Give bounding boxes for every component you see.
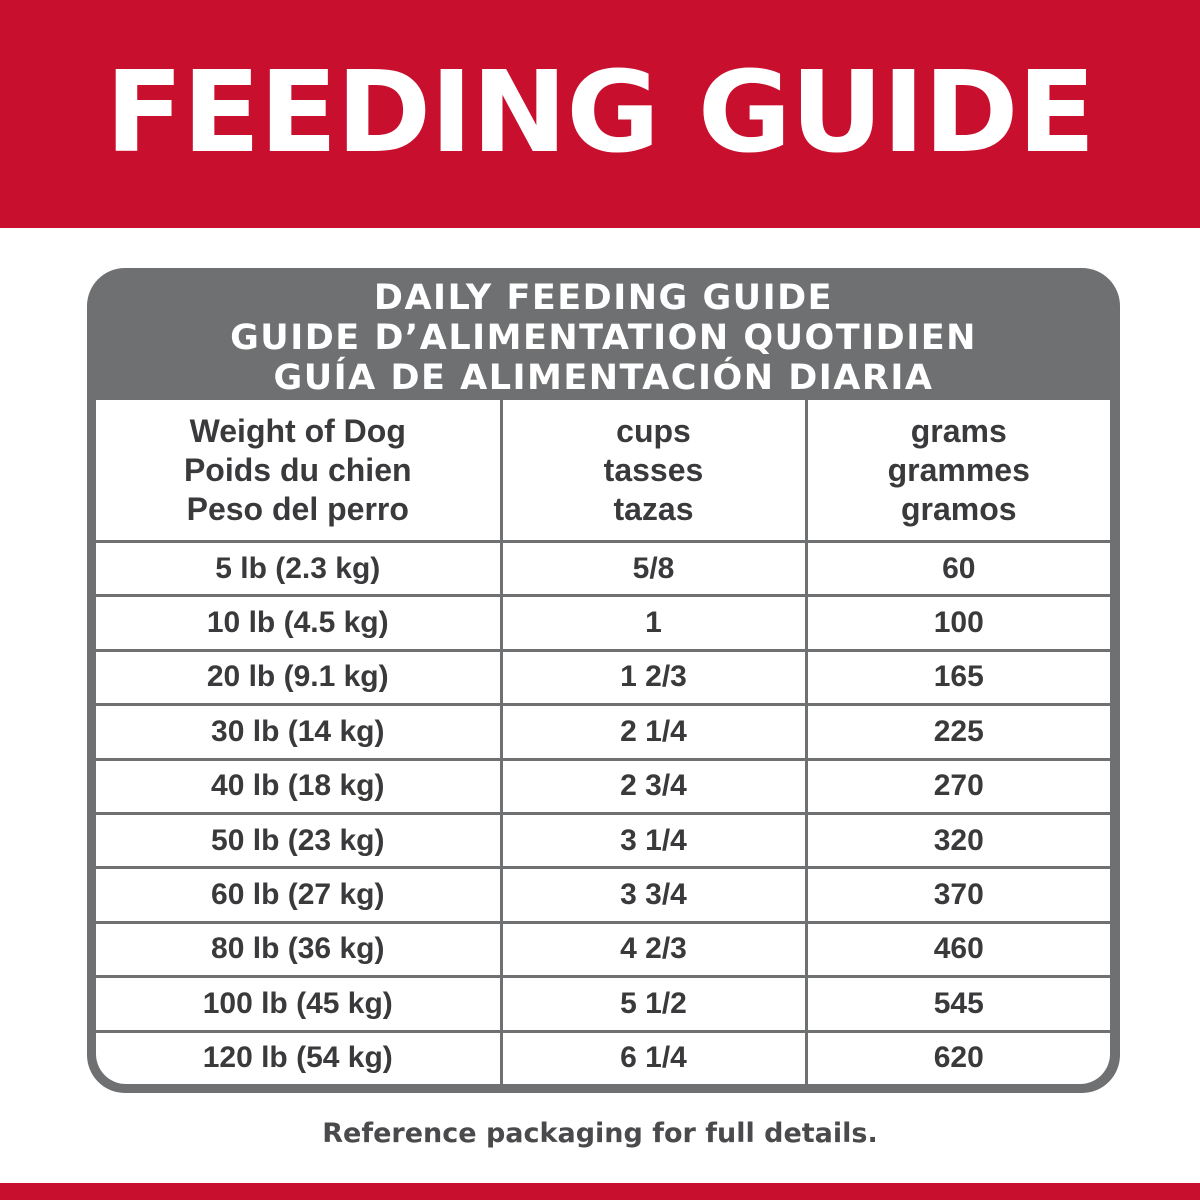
cups-cell: 1: [499, 594, 806, 651]
card-header-line-fr: GUIDE D’ALIMENTATION QUOTIDIEN: [230, 318, 977, 358]
table-row: 120 lb (54 kg) 6 1/4 620: [96, 1029, 1110, 1084]
column-header-line: grams: [910, 412, 1007, 449]
weight-cell: 120 lb (54 kg): [96, 1029, 501, 1084]
column-header-grams: grams grammes gramos: [804, 400, 1110, 543]
card-header: DAILY FEEDING GUIDE GUIDE D’ALIMENTATION…: [87, 268, 1120, 400]
feeding-table-wrapper: Weight of Dog Poids du chien Peso del pe…: [96, 400, 1110, 1084]
column-header-cups: cups tasses tazas: [499, 400, 806, 543]
page-title: FEEDING GUIDE: [105, 48, 1095, 178]
table-row: 30 lb (14 kg) 2 1/4 225: [96, 703, 1110, 760]
grams-cell: 320: [804, 811, 1110, 868]
column-header-weight: Weight of Dog Poids du chien Peso del pe…: [96, 400, 501, 543]
bottom-accent-bar: [0, 1183, 1200, 1200]
table-header-row: Weight of Dog Poids du chien Peso del pe…: [96, 400, 1110, 543]
weight-cell: 100 lb (45 kg): [96, 975, 501, 1032]
grams-cell: 545: [804, 975, 1110, 1032]
cups-cell: 1 2/3: [499, 648, 806, 705]
grams-cell: 620: [804, 1029, 1110, 1084]
title-banner: FEEDING GUIDE: [0, 0, 1200, 228]
feeding-table: Weight of Dog Poids du chien Peso del pe…: [96, 400, 1110, 1084]
feeding-guide-card: DAILY FEEDING GUIDE GUIDE D’ALIMENTATION…: [87, 268, 1120, 1093]
column-header-line: Weight of Dog: [189, 412, 406, 449]
cups-cell: 5 1/2: [499, 975, 806, 1032]
weight-cell: 80 lb (36 kg): [96, 920, 501, 977]
grams-cell: 225: [804, 703, 1110, 760]
table-row: 80 lb (36 kg) 4 2/3 460: [96, 920, 1110, 977]
table-row: 100 lb (45 kg) 5 1/2 545: [96, 975, 1110, 1032]
weight-cell: 30 lb (14 kg): [96, 703, 501, 760]
cups-cell: 4 2/3: [499, 920, 806, 977]
card-header-line-es: GUÍA DE ALIMENTACIÓN DIARIA: [273, 358, 934, 398]
cups-cell: 3 1/4: [499, 811, 806, 868]
column-header-line: cups: [616, 412, 691, 449]
table-row: 10 lb (4.5 kg) 1 100: [96, 594, 1110, 651]
weight-cell: 50 lb (23 kg): [96, 811, 501, 868]
column-header-line: tasses: [603, 451, 704, 488]
grams-cell: 460: [804, 920, 1110, 977]
grams-cell: 165: [804, 648, 1110, 705]
table-row: 40 lb (18 kg) 2 3/4 270: [96, 757, 1110, 814]
grams-cell: 270: [804, 757, 1110, 814]
column-header-line: Peso del perro: [186, 490, 409, 527]
footer-note: Reference packaging for full details.: [322, 1118, 878, 1149]
weight-cell: 20 lb (9.1 kg): [96, 648, 501, 705]
table-row: 5 lb (2.3 kg) 5/8 60: [96, 541, 1110, 596]
grams-cell: 370: [804, 866, 1110, 923]
column-header-line: Poids du chien: [183, 451, 412, 488]
weight-cell: 10 lb (4.5 kg): [96, 594, 501, 651]
grams-cell: 100: [804, 594, 1110, 651]
cups-cell: 3 3/4: [499, 866, 806, 923]
column-header-line: grammes: [887, 451, 1030, 488]
column-header-line: gramos: [900, 490, 1017, 527]
weight-cell: 5 lb (2.3 kg): [215, 551, 381, 585]
cups-cell: 2 3/4: [499, 757, 806, 814]
cups-cell: 2 1/4: [499, 703, 806, 760]
card-header-line-en: DAILY FEEDING GUIDE: [373, 278, 834, 318]
column-header-line: tazas: [613, 490, 694, 527]
table-row: 50 lb (23 kg) 3 1/4 320: [96, 811, 1110, 868]
cups-cell: 6 1/4: [499, 1029, 806, 1084]
table-row: 20 lb (9.1 kg) 1 2/3 165: [96, 648, 1110, 705]
weight-cell: 40 lb (18 kg): [96, 757, 501, 814]
table-row: 60 lb (27 kg) 3 3/4 370: [96, 866, 1110, 923]
grams-cell: 60: [804, 541, 1110, 596]
cups-cell: 5/8: [499, 541, 806, 596]
weight-cell: 60 lb (27 kg): [96, 866, 501, 923]
